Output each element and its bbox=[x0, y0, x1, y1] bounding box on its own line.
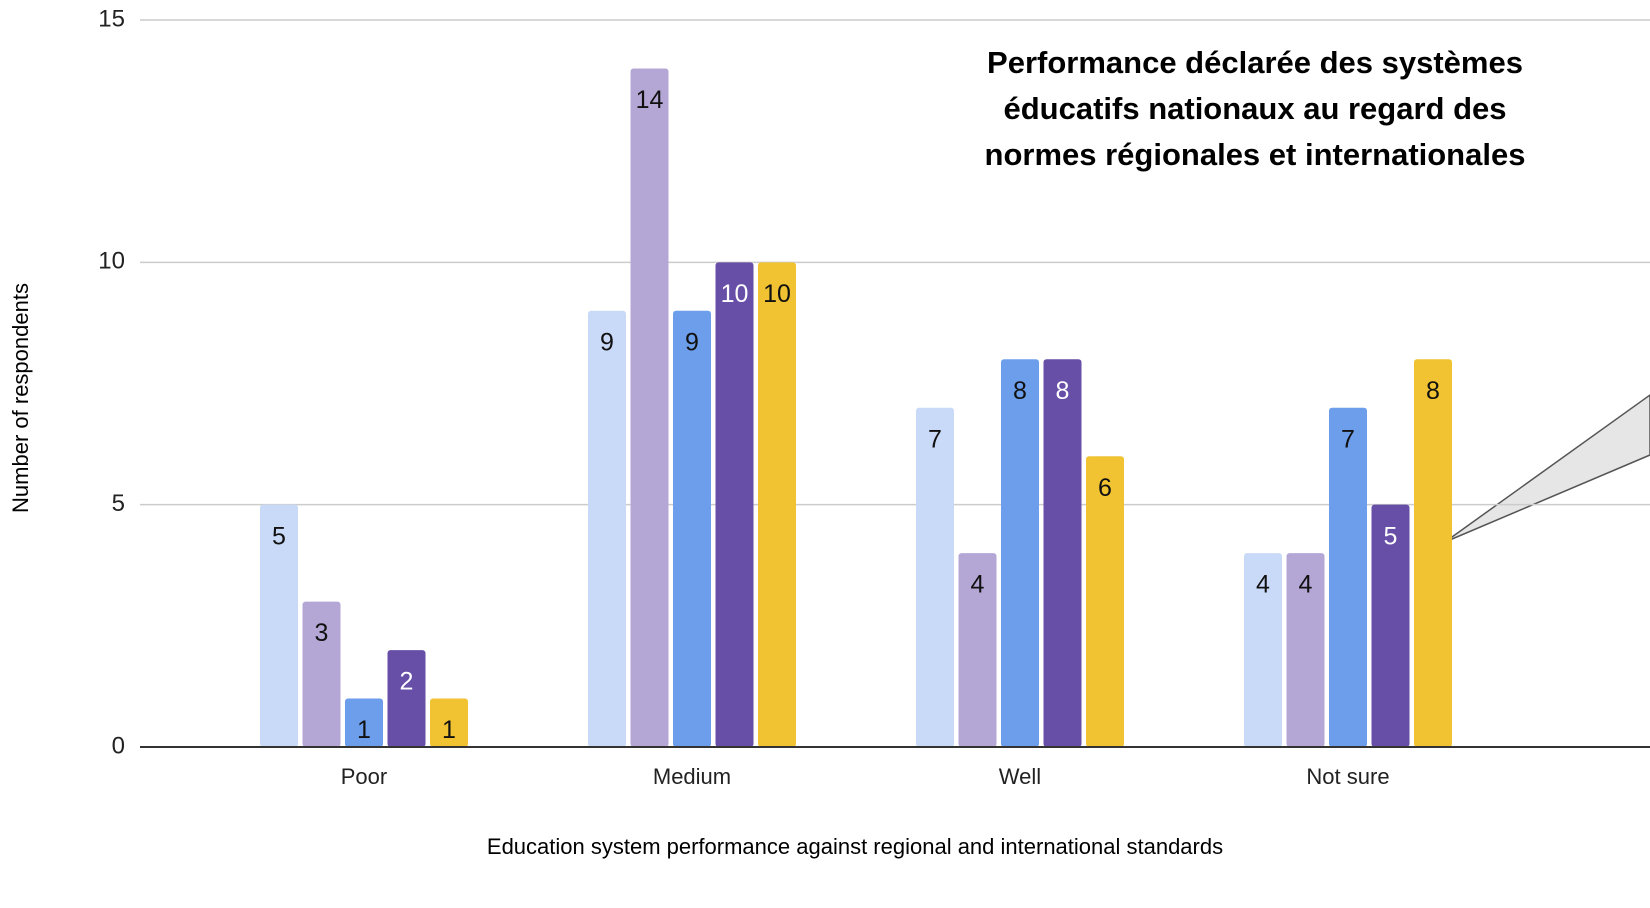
bar bbox=[588, 310, 626, 747]
bar bbox=[1001, 359, 1039, 747]
bar bbox=[1286, 553, 1325, 747]
data-label: 7 bbox=[1341, 425, 1355, 453]
bar bbox=[916, 407, 954, 747]
bar bbox=[430, 698, 468, 747]
bar bbox=[1329, 407, 1367, 747]
x-tick-label: Not sure bbox=[1306, 764, 1389, 789]
bar bbox=[673, 310, 711, 747]
data-label: 8 bbox=[1426, 377, 1440, 405]
bar bbox=[302, 601, 341, 747]
data-label: 14 bbox=[636, 86, 664, 114]
data-label: 8 bbox=[1013, 377, 1027, 405]
bar bbox=[1244, 553, 1282, 747]
data-label: 5 bbox=[1384, 522, 1398, 550]
bar bbox=[1371, 504, 1410, 747]
callout-pointer bbox=[1444, 394, 1650, 543]
bar bbox=[387, 650, 426, 747]
y-tick-label: 5 bbox=[112, 490, 125, 517]
data-label: 7 bbox=[928, 425, 942, 453]
x-tick-label: Poor bbox=[341, 764, 387, 789]
data-label: 4 bbox=[1256, 571, 1270, 599]
chart-title: Performance déclarée des systèmes éducat… bbox=[984, 45, 1526, 172]
data-label: 5 bbox=[272, 522, 286, 550]
bar bbox=[1043, 359, 1082, 747]
bar bbox=[758, 262, 796, 747]
data-label: 8 bbox=[1056, 377, 1070, 405]
data-label: 1 bbox=[357, 716, 371, 744]
x-tick-label: Medium bbox=[653, 764, 731, 789]
bar bbox=[1414, 359, 1452, 747]
y-tick-label: 15 bbox=[98, 5, 125, 32]
y-axis-label: Number of respondents bbox=[8, 283, 33, 513]
bar bbox=[630, 68, 669, 747]
data-label: 6 bbox=[1098, 474, 1112, 502]
data-label: 10 bbox=[721, 280, 749, 308]
data-label: 4 bbox=[1299, 571, 1313, 599]
data-label: 2 bbox=[400, 668, 414, 696]
data-label: 1 bbox=[442, 716, 456, 744]
bar bbox=[715, 262, 754, 747]
x-tick-label: Well bbox=[999, 764, 1041, 789]
bar bbox=[1086, 456, 1124, 747]
data-label: 4 bbox=[971, 571, 985, 599]
bar bbox=[345, 698, 383, 747]
x-axis-label: Education system performance against reg… bbox=[487, 834, 1223, 859]
data-label: 3 bbox=[315, 619, 329, 647]
data-label: 9 bbox=[685, 328, 699, 356]
data-label: 10 bbox=[763, 280, 791, 308]
y-tick-label: 10 bbox=[98, 248, 125, 275]
y-tick-label: 0 bbox=[112, 732, 125, 759]
bar bbox=[958, 553, 997, 747]
data-label: 9 bbox=[600, 328, 614, 356]
bar bbox=[260, 504, 298, 747]
